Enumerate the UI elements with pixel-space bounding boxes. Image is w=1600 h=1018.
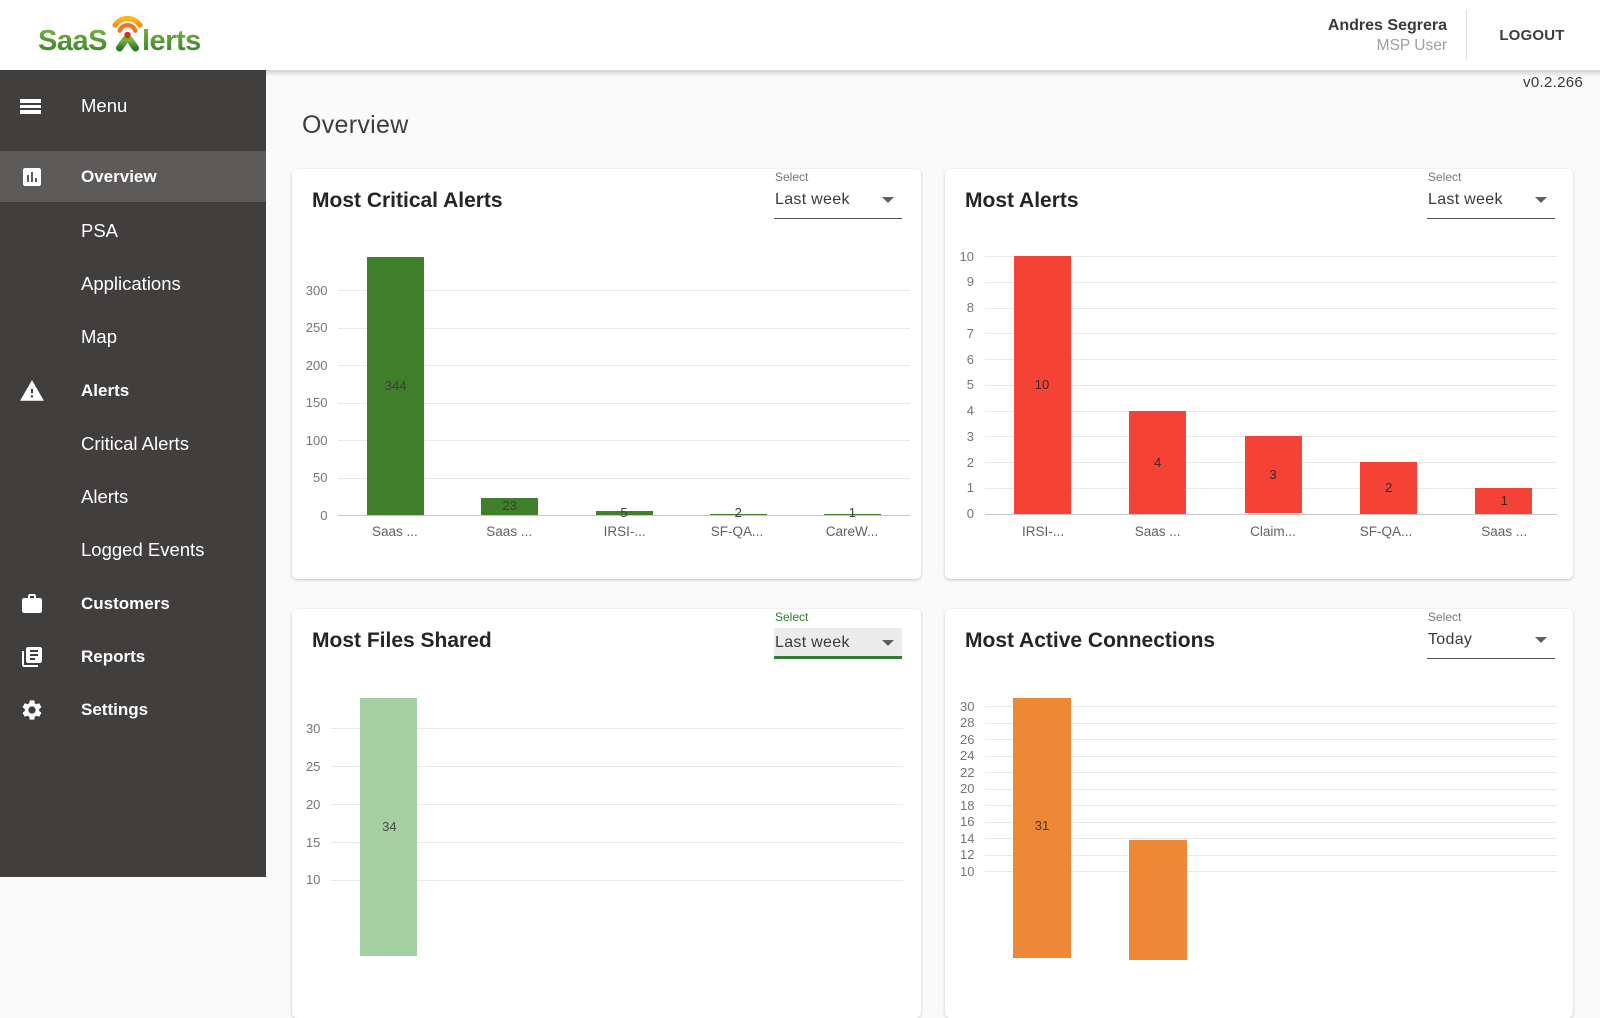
svg-text:SaaS: SaaS: [38, 25, 107, 57]
svg-text:lerts: lerts: [142, 25, 201, 57]
